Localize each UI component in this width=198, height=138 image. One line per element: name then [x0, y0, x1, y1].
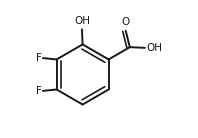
Text: OH: OH: [146, 43, 162, 53]
Text: O: O: [122, 17, 130, 27]
Text: F: F: [36, 53, 42, 63]
Text: OH: OH: [74, 16, 90, 26]
Text: F: F: [36, 86, 42, 96]
